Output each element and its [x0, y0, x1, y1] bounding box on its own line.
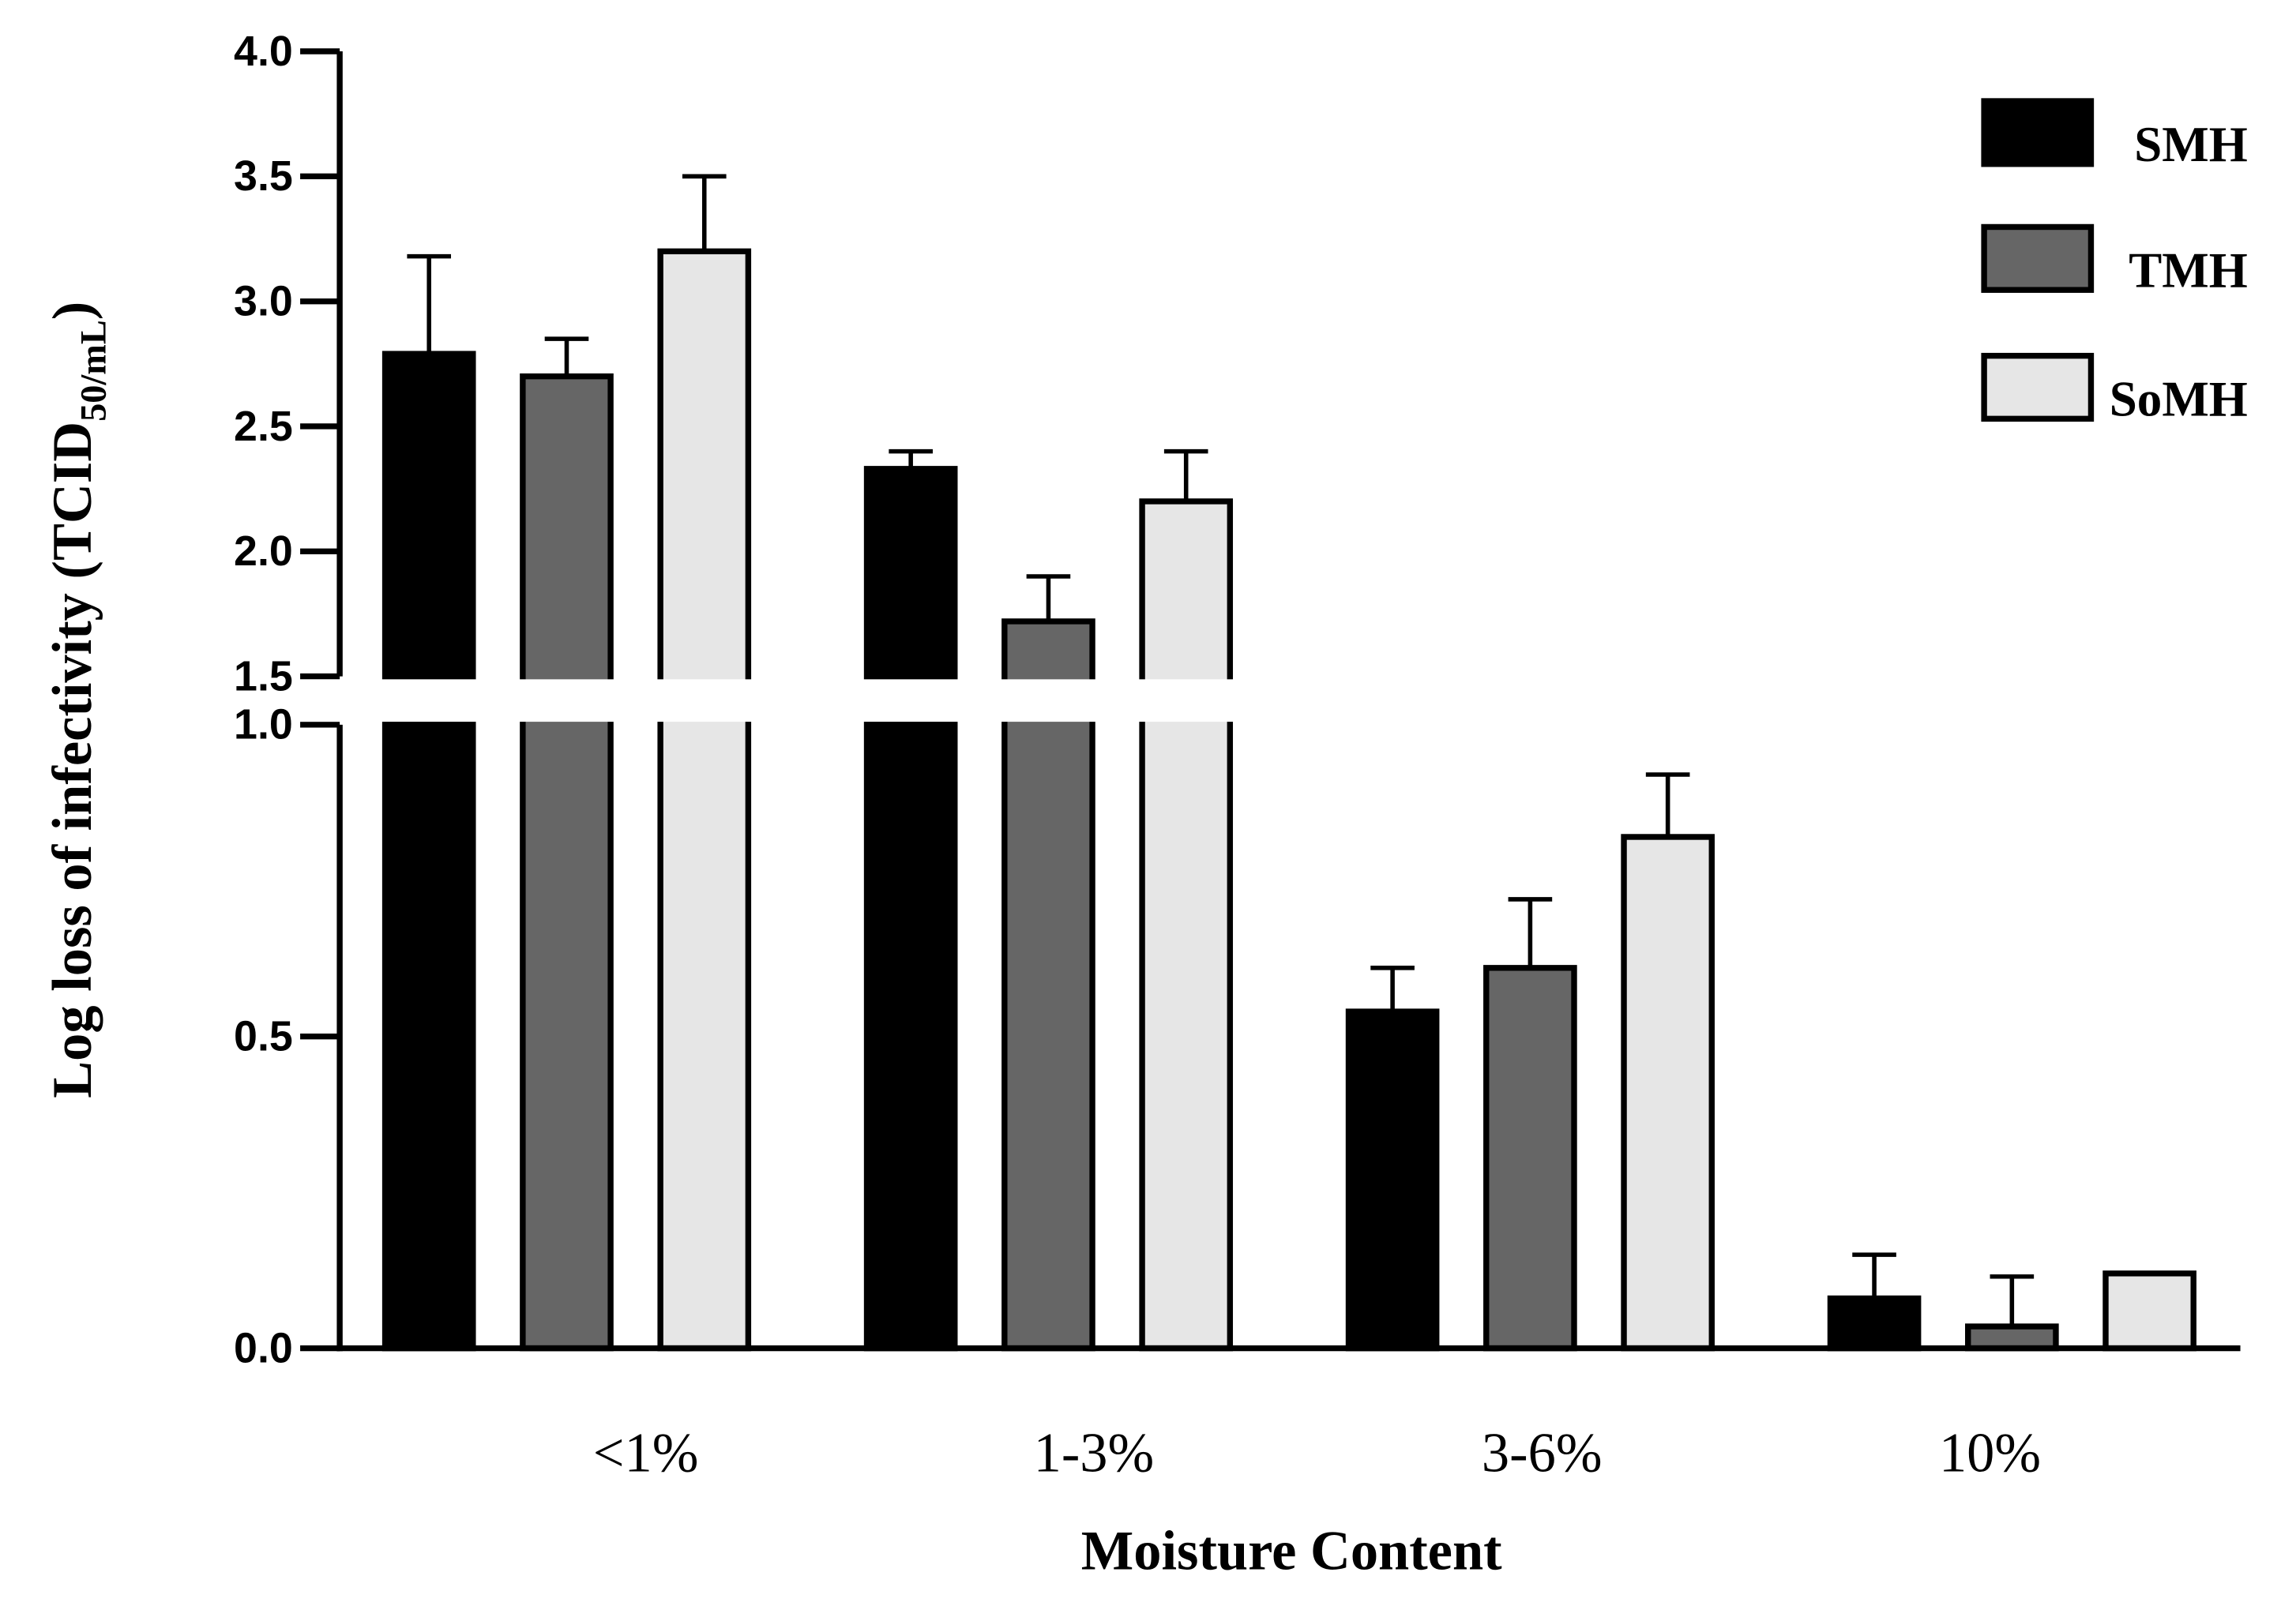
bar — [1001, 618, 1095, 1352]
legend-label: SoMH — [2110, 372, 2248, 427]
legend-label: TMH — [2129, 242, 2248, 298]
y-tick-label: 3.5 — [234, 152, 293, 200]
bar — [657, 248, 752, 1352]
bar — [2102, 1270, 2196, 1352]
x-tick-label: 3-6% — [1482, 1422, 1603, 1484]
y-axis-title-sub: 50/mL — [73, 320, 114, 422]
x-axis-title: Moisture Content — [1081, 1521, 1502, 1582]
y-tick-label: 3.0 — [234, 278, 293, 325]
y-axis-title: Log loss of infectivity (TCID50/mL) — [42, 302, 115, 1098]
bar — [1827, 1295, 1922, 1352]
x-tick-label: 10% — [1939, 1422, 2041, 1484]
legend-label: SMH — [2134, 117, 2248, 172]
bar — [381, 351, 476, 1352]
bar — [1965, 1323, 2059, 1352]
legend-swatch — [1981, 352, 2095, 422]
y-tick-label: 1.5 — [234, 653, 293, 700]
bar — [1621, 834, 1715, 1352]
x-tick-label: <1% — [593, 1422, 699, 1484]
y-axis-title-end: ) — [42, 302, 103, 320]
axis-break — [300, 679, 2248, 722]
y-tick-label: 0.0 — [234, 1325, 293, 1372]
bar — [1139, 498, 1234, 1352]
bar — [1345, 1008, 1440, 1352]
legend-swatch — [1981, 98, 2095, 167]
y-axis-title-main: Log loss of infectivity (TCID — [42, 422, 103, 1098]
y-tick-label: 0.5 — [234, 1013, 293, 1060]
bar — [863, 466, 958, 1352]
y-tick-label: 1.0 — [234, 701, 293, 749]
legend-swatch — [1981, 223, 2095, 293]
bar — [520, 373, 614, 1352]
y-tick-label: 4.0 — [234, 28, 293, 75]
x-tick-label: 1-3% — [1034, 1422, 1155, 1484]
y-tick-label: 2.0 — [234, 527, 293, 575]
bar — [1483, 965, 1577, 1352]
y-tick-label: 2.5 — [234, 403, 293, 450]
